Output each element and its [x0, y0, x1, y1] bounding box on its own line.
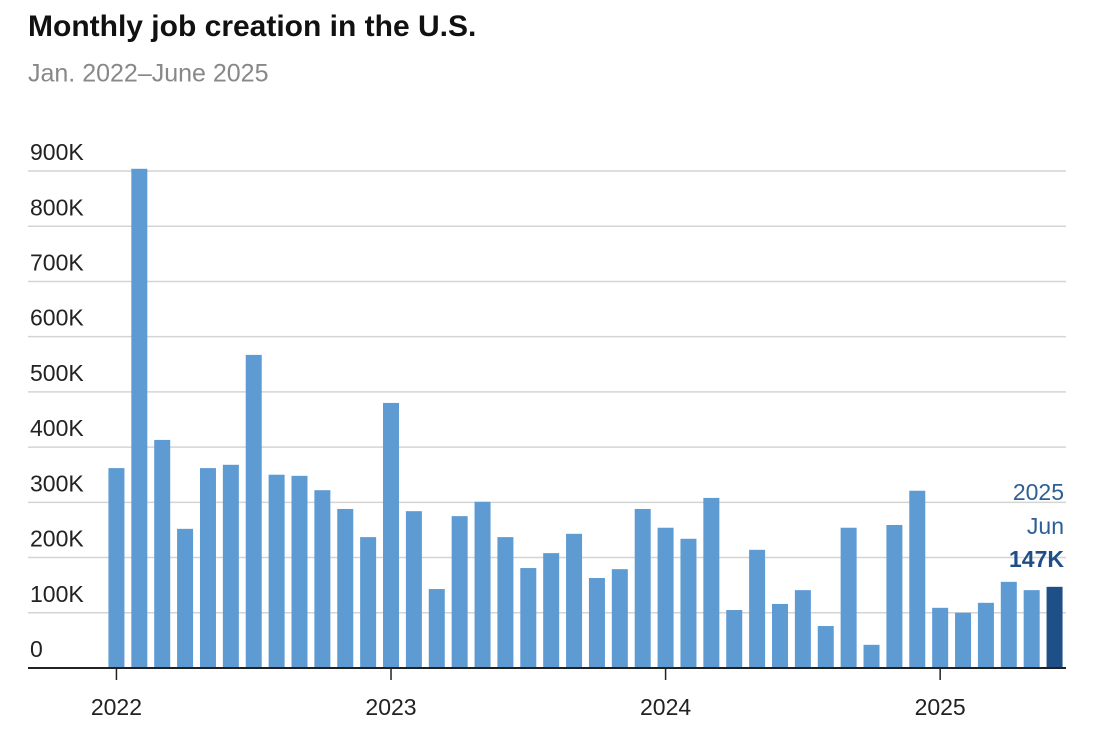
- bar: [955, 612, 972, 668]
- chart-title: Monthly job creation in the U.S.: [28, 10, 476, 43]
- bar: [131, 168, 148, 668]
- bar: [177, 528, 194, 668]
- bar: [337, 508, 354, 668]
- x-tick-label: 2025: [915, 694, 966, 720]
- bar: [977, 602, 994, 668]
- bar: [451, 516, 468, 668]
- y-tick-label: 900K: [30, 139, 84, 165]
- bar: [383, 402, 400, 668]
- bar: [634, 508, 651, 668]
- bar: [291, 475, 308, 668]
- bar: [657, 527, 674, 668]
- y-tick-label: 0: [30, 636, 43, 662]
- bar: [863, 644, 880, 668]
- bar: [199, 468, 216, 668]
- bar: [314, 490, 331, 668]
- bar: [909, 490, 926, 668]
- y-tick-label: 600K: [30, 305, 84, 331]
- bar: [611, 569, 628, 668]
- value-label: 147K: [1009, 546, 1064, 572]
- bar: [543, 553, 560, 668]
- bar: [1046, 586, 1063, 668]
- bar: [1000, 581, 1017, 668]
- bar: [680, 538, 697, 668]
- y-tick-label: 200K: [30, 526, 84, 552]
- bar: [932, 607, 949, 668]
- x-tick-label: 2023: [365, 694, 416, 720]
- bar: [497, 537, 514, 668]
- bar: [703, 497, 720, 668]
- bar: [245, 354, 262, 668]
- bar: [108, 468, 125, 668]
- y-tick-label: 300K: [30, 470, 84, 496]
- bar: [588, 577, 605, 668]
- bar: [154, 439, 171, 668]
- bar: [817, 626, 834, 668]
- bar: [474, 501, 491, 668]
- y-tick-label: 100K: [30, 581, 84, 607]
- bar: [726, 610, 743, 668]
- y-tick-label: 500K: [30, 360, 84, 386]
- y-tick-label: 400K: [30, 415, 84, 441]
- chart-subtitle: Jan. 2022–June 2025: [28, 60, 269, 88]
- bar: [428, 589, 445, 668]
- bar: [794, 590, 811, 668]
- bar: [222, 464, 239, 668]
- bar: [268, 474, 285, 668]
- bar: [1023, 590, 1040, 668]
- bar: [566, 533, 583, 668]
- bar: [749, 549, 766, 668]
- y-tick-label: 700K: [30, 250, 84, 276]
- y-tick-label: 800K: [30, 194, 84, 220]
- x-tick-label: 2024: [640, 694, 691, 720]
- bar: [360, 537, 377, 668]
- bar: [520, 568, 537, 668]
- annotation-year: 2025: [1013, 479, 1064, 505]
- bar: [771, 603, 788, 668]
- x-tick-label: 2022: [91, 694, 142, 720]
- bar: [886, 524, 903, 668]
- bar: [405, 511, 422, 668]
- annotation-month: Jun: [1027, 513, 1064, 539]
- bar: [840, 527, 857, 668]
